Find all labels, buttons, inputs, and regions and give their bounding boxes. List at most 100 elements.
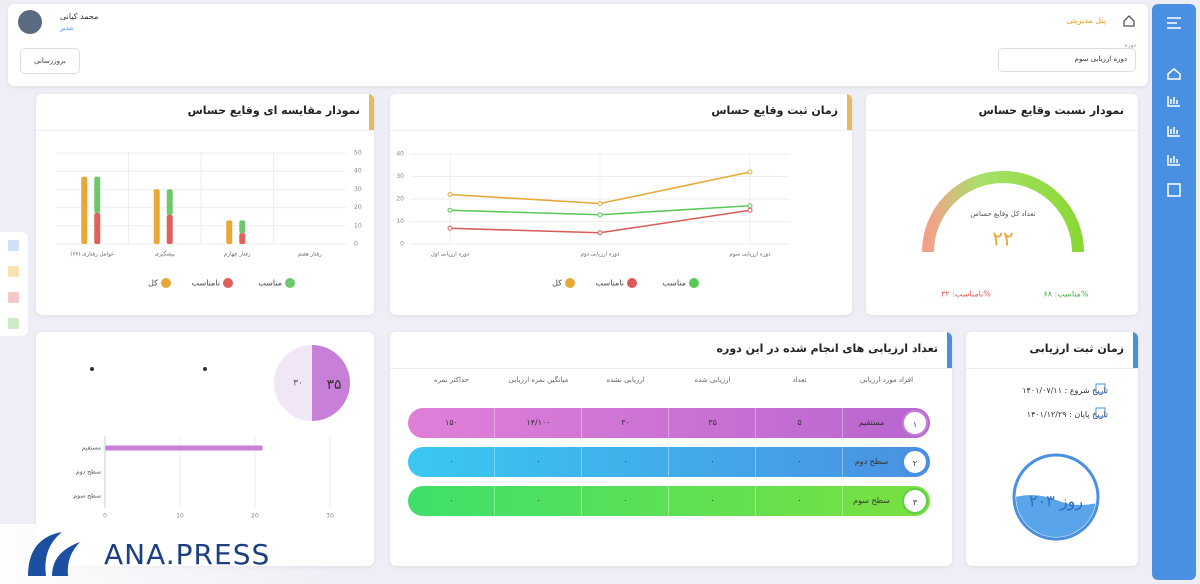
card-title: تعداد ارزیابی های انجام شده در این دوره: [716, 342, 938, 355]
gauge-arc: [922, 171, 1084, 253]
legend-label: کل: [148, 279, 158, 288]
table-cell: ۳۰: [581, 408, 669, 438]
chart-icon[interactable]: [1167, 155, 1180, 166]
x-tick-label: دوره ارزیابی اول: [431, 252, 470, 258]
gauge-label: تعداد کل وقایع حساس: [970, 210, 1035, 218]
point: [597, 212, 603, 218]
select-label: دوره: [1124, 42, 1136, 49]
bar-card: نمودار مقایسه ای وقایع حساس 0 10 20 30 40 50 ع…: [36, 94, 374, 315]
x-tick-label: 20: [251, 513, 259, 520]
watermark-text: ANA.PRESS: [104, 538, 271, 571]
accent: [947, 332, 952, 368]
home-icon[interactable]: [1122, 14, 1136, 28]
dot: [203, 367, 207, 371]
tab-icon[interactable]: [8, 292, 19, 303]
accent: [847, 94, 852, 130]
table-cell: ۰: [668, 447, 756, 477]
bar-segment: [166, 189, 173, 215]
column-header: ارزیابی شده: [694, 376, 731, 384]
table-cell: ۰: [494, 486, 582, 516]
bar-segment: [239, 233, 246, 244]
table-card: تعداد ارزیابی های انجام شده در این دوره …: [390, 332, 952, 566]
chart-icon[interactable]: [1167, 96, 1180, 107]
bar-chart: 0 10 20 30 40 50 عوامل رفتاری (۷۷) پیشگیری رفتار…: [56, 150, 362, 288]
home-icon[interactable]: [1167, 68, 1181, 80]
table-cell: ۰: [494, 447, 582, 477]
card-header: زمان ثبت ارزیابی: [966, 332, 1138, 369]
user-role: مدیر: [60, 24, 74, 32]
tab-icon[interactable]: [8, 240, 19, 251]
chart-icon[interactable]: [1167, 126, 1180, 137]
bar-segment: [166, 214, 173, 244]
point: [447, 207, 453, 213]
days-meter: ۲۰۳ روز: [1012, 383, 1106, 541]
y-tick-label: سطح سوم: [73, 493, 101, 500]
card-title: نمودار مقایسه ای وقایع حساس: [187, 104, 360, 117]
y-tick-label: 40: [396, 151, 404, 158]
y-tick-label: 20: [354, 204, 362, 211]
quick-icons: [8, 240, 19, 329]
column-header: میانگین نمره ارزیابی: [508, 376, 569, 384]
line-card: زمان ثبت وقایع حساس 0 10 20 30 40 دوره ارزیاب…: [390, 94, 852, 315]
end-date: تاریخ پایان : ۱۴۰۱/۱۲/۲۹: [1026, 410, 1108, 419]
legend-label: مناسب: [662, 279, 686, 288]
x-tick-label: 30: [326, 513, 334, 520]
bar-segment: [94, 176, 101, 214]
breadcrumb[interactable]: پنل مدیریتی: [1066, 16, 1106, 25]
x-tick-label: دوره ارزیابی دوم: [581, 252, 620, 258]
table-row: ۳ سطح سوم ۰ ۰ ۰ ۰ ۰: [407, 486, 930, 516]
bar: [226, 220, 233, 244]
table-icon[interactable]: [1167, 183, 1181, 197]
quick-tabs: [0, 232, 28, 336]
legend-swatch: [161, 278, 171, 288]
card-header: تعداد ارزیابی های انجام شده در این دوره: [390, 332, 952, 369]
legend-swatch: [565, 278, 575, 288]
line-chart: 0 10 20 30 40 دوره ارزیابی اول دوره ارزیابی دو…: [396, 151, 790, 288]
sidebar: [1152, 4, 1196, 580]
row-index: ۳: [902, 488, 928, 514]
calendar-icon: [1095, 383, 1106, 394]
y-tick-label: 50: [354, 150, 362, 157]
legend-swatch: [223, 278, 233, 288]
table-cell: ۳۵: [668, 408, 756, 438]
tab-icon[interactable]: [8, 318, 19, 329]
gauge-total: ۲۲: [992, 227, 1013, 251]
watermark-logo: [28, 532, 80, 576]
card-title: زمان ثبت وقایع حساس: [711, 104, 838, 117]
dates-card: زمان ثبت ارزیابی تاریخ شروع : ۱۴۰۱/۰۷/۱۱…: [966, 332, 1138, 566]
y-tick-label: 0: [400, 241, 404, 248]
y-tick-label: 30: [354, 186, 362, 193]
x-tick-label: 0: [103, 513, 107, 520]
y-tick-label: 40: [354, 168, 362, 175]
column-header: افراد مورد ارزیابی: [859, 376, 914, 384]
legend-label: نامناسب: [192, 279, 220, 288]
menu-icon[interactable]: [1167, 17, 1181, 29]
pie-slice: [312, 345, 350, 421]
table-cell: ۱۴/۱۰۰: [494, 408, 582, 438]
card-title: نمودار نسبت وقایع حساس: [978, 104, 1124, 117]
point: [597, 230, 603, 236]
column-header: حداکثر نمره: [433, 376, 469, 384]
top-bar: محمد کیانی مدیر بروزرسانی پنل مدیریتی دو…: [8, 4, 1148, 86]
table-cell: ۰: [581, 447, 669, 477]
x-tick-label: عوامل رفتاری (۷۷): [70, 252, 114, 258]
bar: [153, 189, 160, 244]
accent: [1133, 332, 1138, 368]
gauge-card: نمودار نسبت وقایع حساس تعداد کل وقایع حس…: [866, 94, 1138, 315]
period-select[interactable]: دوره ارزیابی سوم: [998, 48, 1136, 72]
table-cell: ۰: [581, 486, 669, 516]
point: [597, 201, 603, 206]
table-cell: ۰: [668, 486, 756, 516]
refresh-button[interactable]: بروزرسانی: [20, 48, 80, 74]
card-header: نمودار مقایسه ای وقایع حساس: [36, 94, 374, 131]
point: [747, 169, 753, 175]
table-cell: مستقیم: [842, 408, 900, 438]
column-header: تعداد: [792, 376, 807, 384]
start-date: تاریخ شروع : ۱۴۰۱/۰۷/۱۱: [1022, 386, 1108, 395]
select-value: دوره ارزیابی سوم: [1074, 55, 1127, 63]
tab-icon[interactable]: [8, 266, 19, 277]
x-tick-label: دوره ارزیابی سوم: [729, 252, 771, 258]
x-tick-label: 10: [176, 513, 184, 520]
point: [747, 203, 753, 209]
